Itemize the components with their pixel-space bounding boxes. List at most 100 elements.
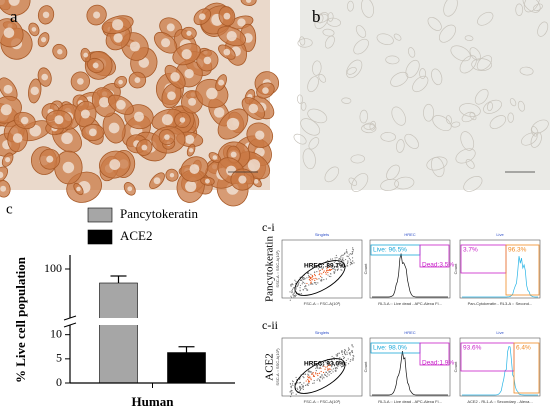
event-dot [329,371,331,373]
cell [459,103,481,117]
event-dot [321,378,324,380]
event-dot [344,348,346,351]
nucleus [0,185,7,192]
nucleus [0,171,4,179]
nucleus [181,49,192,60]
axis-break [58,318,235,325]
nucleus [247,159,261,172]
event-dot [291,290,293,292]
event-dot [318,274,320,276]
event-dot [321,268,323,271]
cell [300,118,321,136]
nucleus [169,173,175,178]
event-dot [333,261,335,263]
event-dot [331,355,333,358]
event-dot [299,387,301,389]
event-dot [309,370,311,372]
event-dot [329,368,331,370]
nucleus [109,159,121,171]
event-dot [336,263,338,265]
cell [450,45,471,62]
gate [294,358,346,394]
event-dot [301,283,303,285]
event-dot [291,291,293,293]
event-dot [310,281,312,283]
nucleus [223,12,231,20]
event-dot [327,265,329,267]
event-dot [322,371,325,374]
event-dot [342,259,344,261]
event-dot [322,267,324,269]
event-dot [292,294,294,296]
event-dot [318,265,320,267]
event-dot [296,285,299,287]
cell [393,33,402,41]
event-dot [323,365,325,367]
event-dot [309,279,311,282]
plot-title: Live [496,330,504,335]
nucleus [80,109,90,119]
cell [474,88,489,105]
nucleus [133,111,144,122]
event-dot [335,354,337,356]
gate [505,244,540,296]
event-dot [323,270,325,272]
cell [465,159,475,169]
cell [351,173,369,192]
gate [419,342,450,366]
event-dot [316,379,318,381]
event-dot [329,273,332,275]
cell [455,148,476,164]
event-dot [313,278,315,280]
event-dot [341,264,343,266]
event-dot [318,266,320,268]
cell [532,3,543,12]
nucleus [167,91,176,101]
event-dot [340,257,342,259]
x-axis-label: RL3-A :: Live dead - APC-Alexa Fl... [378,399,442,404]
event-dot [327,271,329,274]
y-axis-label: SSC-A :: SSC-A(10³) [275,348,280,386]
histogram [462,256,538,298]
event-dot [344,350,347,352]
event-dot [305,284,307,287]
legend-label: ACE2 [120,228,153,243]
event-dot [319,272,321,274]
bar [99,282,138,384]
panel-label: c-i [262,220,275,234]
event-dot [324,361,326,363]
nucleus [57,49,63,55]
event-dot [339,258,342,261]
event-dot [307,272,309,274]
event-dot [331,366,333,368]
event-dot [307,381,310,383]
cell [386,164,400,181]
x-axis-label: ACE2 - RL1-A :: Secondary - Alexa... [467,399,532,404]
event-dot [322,365,324,367]
event-dot [290,387,292,389]
event-dot [347,358,349,360]
event-dot [296,387,298,389]
event-dot [337,265,339,268]
event-dot [352,359,354,361]
event-dot [317,378,319,380]
event-dot [292,384,294,387]
event-dot [327,260,329,262]
event-dot [297,283,300,285]
event-dot [341,259,343,261]
event-dot [306,384,308,386]
y-axis-label: Count [453,361,458,373]
event-dot [345,354,347,356]
event-dot [308,276,311,278]
cell [394,176,415,190]
event-dot [299,388,302,391]
event-dot [304,286,306,288]
event-dot [310,377,312,379]
cell [489,115,507,129]
y-tick-label: 5 [56,351,62,365]
x-axis-label: RL3-A :: Live dead - APC-Alexa Fl... [378,301,442,306]
event-dot [290,391,292,393]
panel-label: a [10,7,18,26]
cell [432,115,452,132]
